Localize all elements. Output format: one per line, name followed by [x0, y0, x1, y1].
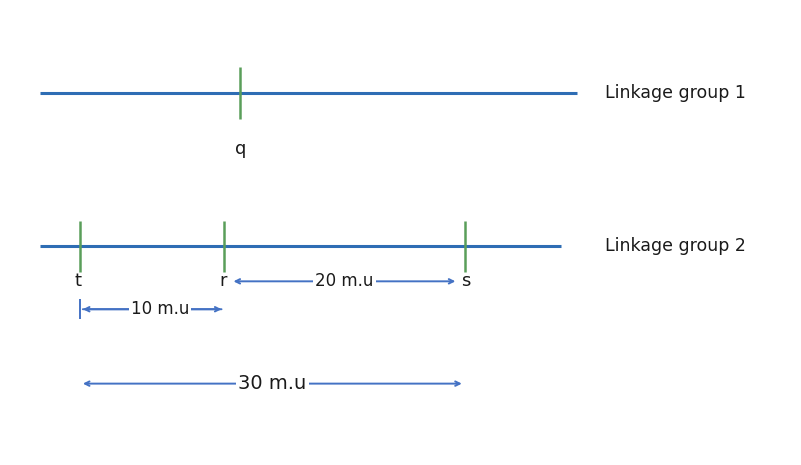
Text: Linkage group 1: Linkage group 1 [605, 84, 746, 102]
Text: r: r [219, 272, 227, 290]
Text: q: q [235, 140, 246, 158]
Text: Linkage group 2: Linkage group 2 [605, 238, 746, 255]
Text: s: s [461, 272, 471, 290]
Text: 20 m.u: 20 m.u [316, 272, 373, 290]
Text: 10 m.u: 10 m.u [131, 300, 189, 318]
Text: 30 m.u: 30 m.u [238, 374, 307, 393]
Text: t: t [75, 272, 82, 290]
